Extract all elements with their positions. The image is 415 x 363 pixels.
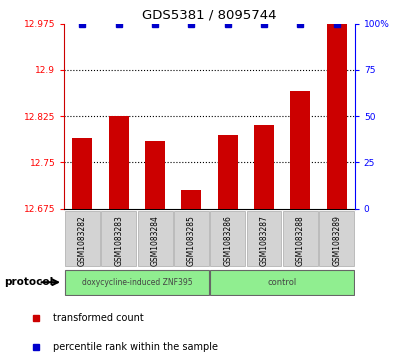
Text: GSM1083282: GSM1083282 <box>78 215 87 266</box>
Bar <box>254 126 274 209</box>
Text: control: control <box>268 278 297 287</box>
Bar <box>181 190 201 209</box>
Title: GDS5381 / 8095744: GDS5381 / 8095744 <box>142 8 277 21</box>
Bar <box>218 135 238 209</box>
Bar <box>101 211 136 266</box>
Text: GSM1083283: GSM1083283 <box>114 215 123 266</box>
Bar <box>210 270 354 295</box>
Bar <box>283 211 318 266</box>
Bar <box>138 211 173 266</box>
Bar <box>174 211 209 266</box>
Bar <box>65 211 100 266</box>
Bar <box>319 211 354 266</box>
Text: GSM1083285: GSM1083285 <box>187 215 196 266</box>
Text: GSM1083287: GSM1083287 <box>259 215 269 266</box>
Bar <box>65 270 209 295</box>
Text: doxycycline-induced ZNF395: doxycycline-induced ZNF395 <box>82 278 192 287</box>
Bar <box>290 91 310 209</box>
Text: protocol: protocol <box>4 277 54 287</box>
Bar <box>327 24 347 209</box>
Bar <box>247 211 281 266</box>
Text: GSM1083289: GSM1083289 <box>332 215 341 266</box>
Text: GSM1083288: GSM1083288 <box>296 215 305 266</box>
Text: GSM1083284: GSM1083284 <box>151 215 160 266</box>
Bar <box>109 116 129 209</box>
Bar <box>73 138 93 209</box>
Text: transformed count: transformed count <box>53 313 144 323</box>
Bar <box>145 141 165 209</box>
Text: percentile rank within the sample: percentile rank within the sample <box>53 342 218 352</box>
Text: GSM1083286: GSM1083286 <box>223 215 232 266</box>
Bar <box>210 211 245 266</box>
